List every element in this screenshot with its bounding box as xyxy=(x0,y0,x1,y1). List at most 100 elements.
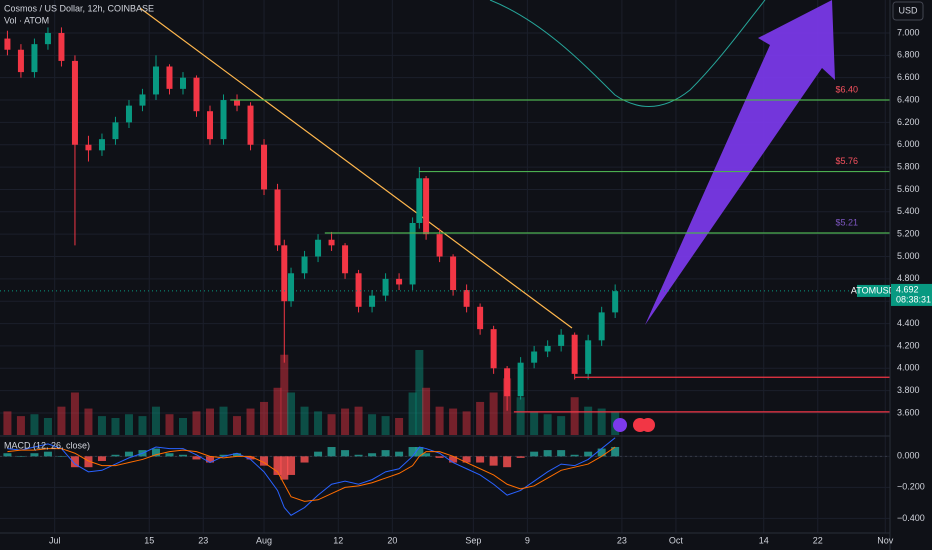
candle-body xyxy=(450,256,457,291)
histogram-bar xyxy=(314,451,323,457)
histogram-bar xyxy=(584,451,593,457)
x-tick-label: Oct xyxy=(669,535,684,545)
candle-body xyxy=(193,77,200,112)
candle-body xyxy=(517,362,524,397)
volume-label: Vol · ATOM xyxy=(4,15,49,25)
volume-bar xyxy=(314,411,323,435)
volume-bar xyxy=(57,406,66,435)
candle-body xyxy=(423,178,430,235)
y-tick-label: 5.800 xyxy=(897,161,920,171)
volume-bar xyxy=(530,411,539,435)
macd-pane xyxy=(0,437,890,516)
macd-title: MACD (12, 26, close) xyxy=(4,440,90,450)
histogram-bar xyxy=(280,456,289,480)
candle-body xyxy=(112,122,119,140)
candle-body xyxy=(71,60,78,145)
icon[interactable] xyxy=(641,418,655,432)
histogram-bar xyxy=(97,456,106,461)
volume-bar xyxy=(260,401,269,435)
histogram-bar xyxy=(43,451,52,457)
histogram-bar xyxy=(395,451,404,457)
y-tick-label: 6.600 xyxy=(897,72,920,82)
volume-bar xyxy=(70,392,79,435)
candle-body xyxy=(152,66,159,95)
volume-bar xyxy=(476,401,485,435)
volume-bar xyxy=(219,406,228,435)
volume-bar xyxy=(124,414,133,435)
histogram-bar xyxy=(84,456,93,468)
price-badge xyxy=(891,283,932,306)
candle-body xyxy=(179,77,186,89)
y-tick-label: 7.000 xyxy=(897,27,920,37)
volume-bar xyxy=(3,411,12,435)
x-tick-label: 9 xyxy=(525,535,530,545)
y-tick-label: 5.200 xyxy=(897,229,920,239)
y-tick-label: 3.800 xyxy=(897,385,920,395)
histogram-bar xyxy=(287,456,296,475)
histogram-bar xyxy=(408,447,417,457)
currency-button[interactable] xyxy=(892,1,924,21)
x-tick-label: Aug xyxy=(256,535,272,545)
volume-bar xyxy=(516,397,525,435)
histogram-bar xyxy=(273,456,282,475)
candle-body xyxy=(355,273,362,307)
histogram-bar xyxy=(246,456,255,460)
histogram-bar xyxy=(354,454,363,457)
moving-average xyxy=(489,0,766,107)
volume-bar xyxy=(395,418,404,435)
histogram-bar xyxy=(151,448,160,457)
volume-bar xyxy=(557,416,566,435)
volume-bar xyxy=(415,350,424,435)
volume-bar xyxy=(97,416,106,435)
volume-bar xyxy=(408,392,417,435)
currency[interactable]: USD xyxy=(898,5,918,15)
symbol-badge xyxy=(857,284,890,297)
candle-body xyxy=(261,144,268,190)
candle-body xyxy=(44,32,51,45)
histogram-bar xyxy=(570,454,579,457)
histogram-bar xyxy=(476,456,485,463)
candle-body xyxy=(17,49,24,73)
candle-body xyxy=(396,278,403,285)
histogram-bar xyxy=(449,456,458,463)
histogram-bar xyxy=(381,450,390,457)
histogram-bar xyxy=(57,456,66,457)
candle-body xyxy=(31,44,38,73)
histogram-bar xyxy=(503,456,512,468)
y-tick-label: 6.000 xyxy=(897,139,920,149)
candle-body xyxy=(274,189,281,246)
x-tick-label: Jul xyxy=(49,535,61,545)
histogram-bar xyxy=(435,456,444,458)
y-tick-label: 5.600 xyxy=(897,184,920,194)
price-pane: $6.40 $5.76 $5.21 xyxy=(0,27,890,413)
volume-bar xyxy=(178,418,187,435)
histogram-bar xyxy=(178,454,187,457)
volume-bar xyxy=(273,387,282,435)
histogram-bar xyxy=(530,451,539,457)
volume-bar xyxy=(381,416,390,435)
volume-bar xyxy=(543,414,552,435)
histogram-bar xyxy=(300,456,309,463)
volume-bar xyxy=(16,416,25,435)
volume-bar xyxy=(435,406,444,435)
volume-bar xyxy=(111,418,120,435)
y-tick-label: 0.000 xyxy=(897,451,920,461)
candle-body xyxy=(281,245,288,302)
icon[interactable] xyxy=(613,418,627,432)
histogram-bar xyxy=(341,450,350,457)
x-tick-label: 20 xyxy=(387,535,397,545)
candle-body xyxy=(409,222,416,285)
trend-line xyxy=(139,7,573,329)
candle-body xyxy=(544,345,551,352)
volume-bar xyxy=(300,406,309,435)
histogram-bar xyxy=(165,453,174,457)
candle-body xyxy=(234,100,241,106)
level-label: $5.76 xyxy=(835,156,858,166)
histogram-bar xyxy=(422,453,431,457)
candle-body xyxy=(382,278,389,296)
volume-bar xyxy=(341,408,350,435)
volume-bar xyxy=(246,408,255,435)
y-tick-label: 4.000 xyxy=(897,363,920,373)
y-tick-label: −0.200 xyxy=(897,482,925,492)
volume-bar xyxy=(327,414,336,435)
